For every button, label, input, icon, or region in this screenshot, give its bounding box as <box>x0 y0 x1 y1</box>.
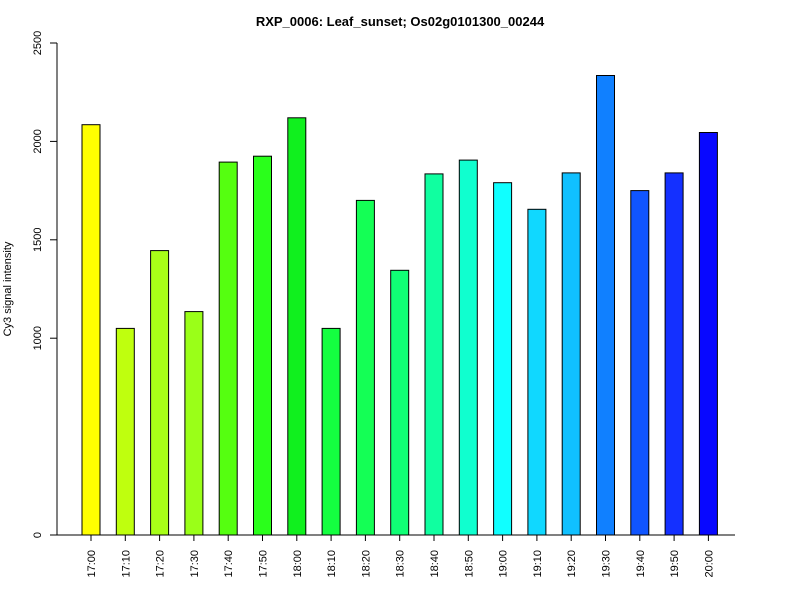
bar <box>424 173 444 536</box>
bar <box>321 327 341 536</box>
x-tick-label: 18:40 <box>429 550 441 578</box>
x-tick-label: 18:00 <box>292 550 304 578</box>
x-axis: 17:00 17:10 17:20 17:30 17:40 17:50 18:00 18:10… <box>57 534 735 578</box>
bar <box>493 182 513 536</box>
bar <box>355 199 375 536</box>
bar <box>115 327 135 536</box>
bars <box>81 75 718 536</box>
bar <box>698 132 718 536</box>
y-tick-label: 1000 <box>32 326 44 350</box>
y-tick-label: 1500 <box>32 228 44 252</box>
x-tick-label: 19:20 <box>566 550 578 578</box>
y-tick-label: 0 <box>32 532 44 538</box>
chart-title: RXP_0006: Leaf_sunset; Os02g0101300_0024… <box>256 14 545 29</box>
bar <box>218 161 238 536</box>
y-tick-label: 2000 <box>32 129 44 153</box>
y-axis: 0 1000 1500 2000 2500 <box>32 31 58 538</box>
bar <box>630 190 650 536</box>
x-tick-label: 18:50 <box>463 550 475 578</box>
bar <box>184 311 204 536</box>
x-tick-label: 18:30 <box>395 550 407 578</box>
bar <box>664 172 684 536</box>
bar <box>287 117 307 536</box>
x-tick-label: 18:20 <box>360 550 372 578</box>
bar <box>596 75 615 536</box>
x-tick-label: 19:40 <box>635 550 647 578</box>
bar <box>458 159 478 536</box>
x-tick-label: 19:10 <box>532 550 544 578</box>
x-tick-label: 17:40 <box>223 550 235 578</box>
bar <box>253 155 272 536</box>
x-tick-label: 17:30 <box>189 550 201 578</box>
bar <box>81 124 101 536</box>
x-tick-label: 19:00 <box>498 550 510 578</box>
x-tick-label: 17:10 <box>120 550 132 578</box>
x-tick-label: 17:00 <box>86 550 98 578</box>
bar <box>561 172 581 536</box>
x-tick-label: 17:50 <box>258 550 270 578</box>
x-tick-label: 20:00 <box>703 550 715 578</box>
x-tick-label: 18:10 <box>326 550 338 578</box>
x-tick-label: 19:50 <box>669 550 681 578</box>
bar <box>390 269 410 536</box>
bar <box>527 208 547 536</box>
x-tick-label: 19:30 <box>601 550 613 578</box>
x-tick-label: 17:20 <box>155 550 167 578</box>
bar <box>150 250 170 536</box>
y-tick-label: 2500 <box>32 31 44 55</box>
y-axis-label: Cy3 signal intensity <box>2 241 14 336</box>
